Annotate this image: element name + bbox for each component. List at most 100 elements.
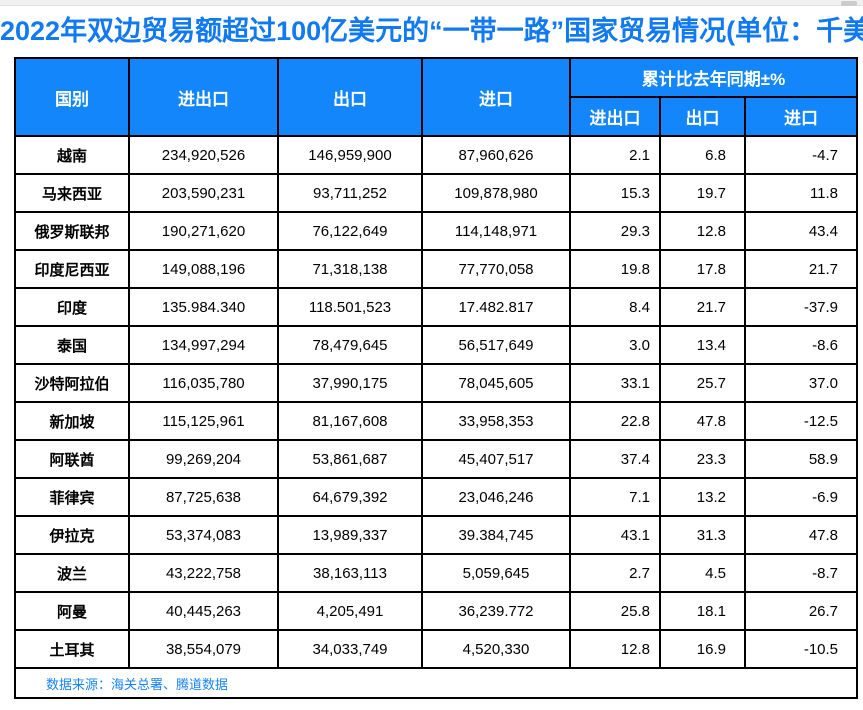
yoy-import-cell[interactable]: -6.9 xyxy=(743,477,859,517)
header-export[interactable]: 出口 xyxy=(277,57,423,137)
country-cell[interactable]: 印度 xyxy=(14,287,130,327)
export-cell[interactable]: 146,959,900 xyxy=(277,135,423,175)
export-cell[interactable]: 34,033,749 xyxy=(277,629,423,669)
yoy-export-cell[interactable]: 18.1 xyxy=(659,591,746,631)
total-trade-cell[interactable]: 87,725,638 xyxy=(128,477,279,517)
total-trade-cell[interactable]: 99,269,204 xyxy=(128,439,279,479)
country-cell[interactable]: 泰国 xyxy=(14,325,130,365)
yoy-export-cell[interactable]: 16.9 xyxy=(659,629,746,669)
export-cell[interactable]: 78,479,645 xyxy=(277,325,423,365)
yoy-import-cell[interactable]: -10.5 xyxy=(743,629,859,669)
export-cell[interactable]: 4,205,491 xyxy=(277,591,423,631)
country-cell[interactable]: 土耳其 xyxy=(14,629,130,669)
yoy-export-cell[interactable]: 12.8 xyxy=(659,211,746,251)
yoy-export-cell[interactable]: 47.8 xyxy=(659,401,746,441)
yoy-total-cell[interactable]: 12.8 xyxy=(569,629,661,669)
yoy-import-cell[interactable]: -12.5 xyxy=(743,401,859,441)
header-yoy-export[interactable]: 出口 xyxy=(659,96,746,137)
country-cell[interactable]: 菲律宾 xyxy=(14,477,130,517)
total-trade-cell[interactable]: 149,088,196 xyxy=(128,249,279,289)
import-cell[interactable]: 36,239.772 xyxy=(421,591,571,631)
export-cell[interactable]: 76,122,649 xyxy=(277,211,423,251)
yoy-total-cell[interactable]: 15.3 xyxy=(569,173,661,213)
yoy-total-cell[interactable]: 8.4 xyxy=(569,287,661,327)
yoy-export-cell[interactable]: 19.7 xyxy=(659,173,746,213)
total-trade-cell[interactable]: 115,125,961 xyxy=(128,401,279,441)
import-cell[interactable]: 114,148,971 xyxy=(421,211,571,251)
total-trade-cell[interactable]: 135.984.340 xyxy=(128,287,279,327)
country-cell[interactable]: 新加坡 xyxy=(14,401,130,441)
yoy-total-cell[interactable]: 3.0 xyxy=(569,325,661,365)
total-trade-cell[interactable]: 203,590,231 xyxy=(128,173,279,213)
yoy-total-cell[interactable]: 7.1 xyxy=(569,477,661,517)
country-cell[interactable]: 马来西亚 xyxy=(14,173,130,213)
yoy-export-cell[interactable]: 4.5 xyxy=(659,553,746,593)
yoy-total-cell[interactable]: 33.1 xyxy=(569,363,661,403)
import-cell[interactable]: 17.482.817 xyxy=(421,287,571,327)
header-yoy-group[interactable]: 累计比去年同期±% xyxy=(568,57,859,98)
yoy-import-cell[interactable]: 43.4 xyxy=(743,211,859,251)
header-country[interactable]: 国别 xyxy=(14,57,130,137)
country-cell[interactable]: 越南 xyxy=(14,135,130,175)
import-cell[interactable]: 45,407,517 xyxy=(421,439,571,479)
yoy-import-cell[interactable]: -8.6 xyxy=(743,325,859,365)
import-cell[interactable]: 87,960,626 xyxy=(421,135,571,175)
country-cell[interactable]: 印度尼西亚 xyxy=(14,249,130,289)
import-cell[interactable]: 78,045,605 xyxy=(421,363,571,403)
yoy-import-cell[interactable]: -4.7 xyxy=(743,135,859,175)
country-cell[interactable]: 阿曼 xyxy=(14,591,130,631)
scrollbar-thumb[interactable] xyxy=(841,1,857,6)
total-trade-cell[interactable]: 38,554,079 xyxy=(128,629,279,669)
import-cell[interactable]: 4,520,330 xyxy=(421,629,571,669)
export-cell[interactable]: 93,711,252 xyxy=(277,173,423,213)
import-cell[interactable]: 77,770,058 xyxy=(421,249,571,289)
total-trade-cell[interactable]: 43,222,758 xyxy=(128,553,279,593)
yoy-total-cell[interactable]: 19.8 xyxy=(569,249,661,289)
country-cell[interactable]: 伊拉克 xyxy=(14,515,130,555)
yoy-import-cell[interactable]: 11.8 xyxy=(743,173,859,213)
yoy-export-cell[interactable]: 6.8 xyxy=(659,135,746,175)
yoy-import-cell[interactable]: -8.7 xyxy=(743,553,859,593)
import-cell[interactable]: 109,878,980 xyxy=(421,173,571,213)
export-cell[interactable]: 81,167,608 xyxy=(277,401,423,441)
import-cell[interactable]: 56,517,649 xyxy=(421,325,571,365)
country-cell[interactable]: 俄罗斯联邦 xyxy=(14,211,130,251)
country-cell[interactable]: 沙特阿拉伯 xyxy=(14,363,130,403)
yoy-total-cell[interactable]: 29.3 xyxy=(569,211,661,251)
yoy-import-cell[interactable]: 26.7 xyxy=(743,591,859,631)
export-cell[interactable]: 53,861,687 xyxy=(277,439,423,479)
data-source-note[interactable]: 数据来源：海关总署、腾道数据 xyxy=(13,667,859,699)
yoy-export-cell[interactable]: 31.3 xyxy=(659,515,746,555)
total-trade-cell[interactable]: 134,997,294 xyxy=(128,325,279,365)
yoy-export-cell[interactable]: 13.4 xyxy=(659,325,746,365)
header-import[interactable]: 进口 xyxy=(421,57,571,137)
yoy-total-cell[interactable]: 25.8 xyxy=(569,591,661,631)
yoy-export-cell[interactable]: 21.7 xyxy=(659,287,746,327)
header-yoy-import[interactable]: 进口 xyxy=(743,96,859,137)
import-cell[interactable]: 5,059,645 xyxy=(421,553,571,593)
import-cell[interactable]: 23,046,246 xyxy=(421,477,571,517)
yoy-total-cell[interactable]: 37.4 xyxy=(569,439,661,479)
yoy-export-cell[interactable]: 13.2 xyxy=(659,477,746,517)
yoy-export-cell[interactable]: 17.8 xyxy=(659,249,746,289)
yoy-import-cell[interactable]: 58.9 xyxy=(743,439,859,479)
total-trade-cell[interactable]: 190,271,620 xyxy=(128,211,279,251)
country-cell[interactable]: 波兰 xyxy=(14,553,130,593)
yoy-total-cell[interactable]: 43.1 xyxy=(569,515,661,555)
total-trade-cell[interactable]: 53,374,083 xyxy=(128,515,279,555)
export-cell[interactable]: 71,318,138 xyxy=(277,249,423,289)
country-cell[interactable]: 阿联酋 xyxy=(14,439,130,479)
import-cell[interactable]: 39.384,745 xyxy=(421,515,571,555)
export-cell[interactable]: 37,990,175 xyxy=(277,363,423,403)
header-yoy-total[interactable]: 进出口 xyxy=(569,96,661,137)
yoy-export-cell[interactable]: 25.7 xyxy=(659,363,746,403)
export-cell[interactable]: 118.501,523 xyxy=(277,287,423,327)
yoy-total-cell[interactable]: 2.7 xyxy=(569,553,661,593)
yoy-import-cell[interactable]: -37.9 xyxy=(743,287,859,327)
total-trade-cell[interactable]: 234,920,526 xyxy=(128,135,279,175)
yoy-export-cell[interactable]: 23.3 xyxy=(659,439,746,479)
total-trade-cell[interactable]: 116,035,780 xyxy=(128,363,279,403)
total-trade-cell[interactable]: 40,445,263 xyxy=(128,591,279,631)
export-cell[interactable]: 64,679,392 xyxy=(277,477,423,517)
export-cell[interactable]: 38,163,113 xyxy=(277,553,423,593)
